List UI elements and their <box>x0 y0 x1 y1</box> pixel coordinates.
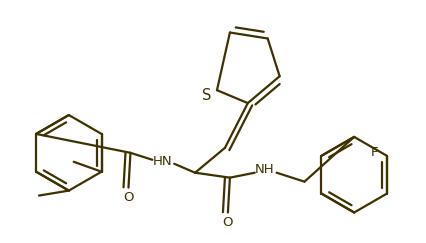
Text: O: O <box>223 216 233 229</box>
Text: S: S <box>202 88 212 103</box>
Text: F: F <box>371 146 379 159</box>
Text: HN: HN <box>153 155 172 168</box>
Text: NH: NH <box>255 163 274 176</box>
Text: O: O <box>123 191 134 204</box>
